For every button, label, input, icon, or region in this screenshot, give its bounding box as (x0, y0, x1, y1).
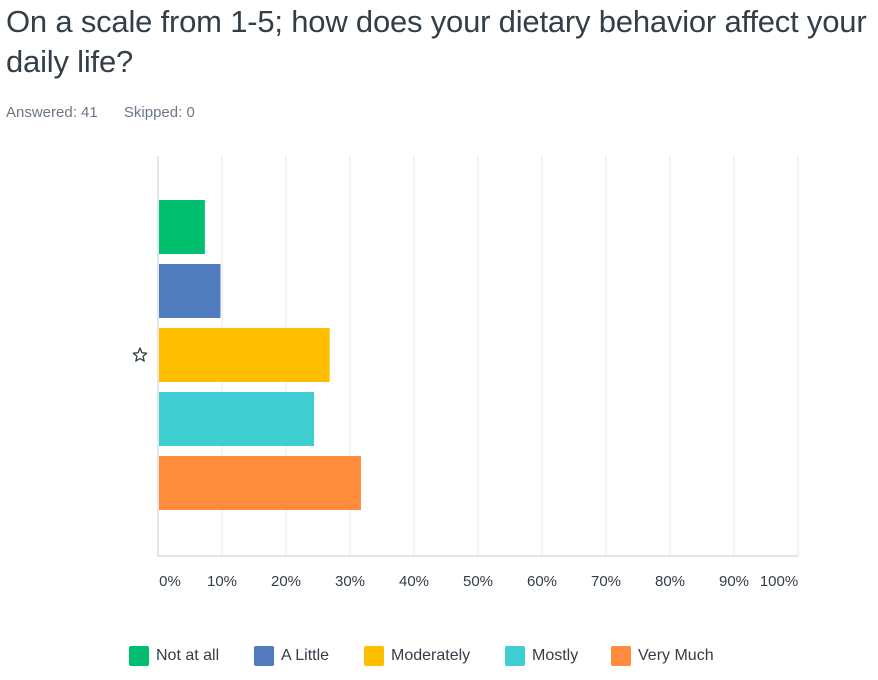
answered-count: Answered: 41 (6, 104, 98, 121)
legend-swatch (129, 646, 149, 666)
skipped-count: Skipped: 0 (123, 104, 195, 121)
legend-swatch (364, 646, 384, 666)
legend-swatch (611, 646, 631, 666)
x-tick-label: 90% (719, 573, 749, 590)
legend-label: A Little (281, 647, 330, 664)
legend-swatch (505, 646, 525, 666)
x-tick-label: 60% (527, 573, 557, 590)
x-tick-label: 80% (655, 573, 685, 590)
star-outline-icon (132, 347, 148, 362)
bar-not-at-all[interactable] (159, 200, 205, 254)
legend-item[interactable]: A Little (254, 646, 329, 666)
x-tick-label: 10% (207, 573, 237, 590)
bar-chart: 0% 10% 20% 30% 40% 50% 60% 70% 80% 90% 100% (132, 156, 799, 590)
bar-moderately[interactable] (159, 328, 330, 382)
x-tick-label: 50% (463, 573, 493, 590)
x-tick-label: 40% (399, 573, 429, 590)
legend-item[interactable]: Very Much (611, 646, 714, 666)
legend-label: Mostly (532, 647, 579, 664)
bar-mostly[interactable] (159, 392, 315, 446)
legend-label: Very Much (638, 647, 714, 664)
x-tick-label: 100% (760, 573, 798, 590)
bar-very-much[interactable] (159, 456, 361, 510)
legend-label: Moderately (391, 647, 471, 664)
legend-item[interactable]: Moderately (364, 646, 470, 666)
question-title: On a scale from 1-5; how does your dieta… (6, 4, 867, 79)
legend-item[interactable]: Mostly (505, 646, 578, 666)
x-tick-label: 70% (591, 573, 621, 590)
legend-label: Not at all (156, 647, 220, 664)
chart-bars (159, 200, 361, 510)
x-tick-label: 20% (271, 573, 301, 590)
legend-item[interactable]: Not at all (129, 646, 219, 666)
chart-tick-labels: 0% 10% 20% 30% 40% 50% 60% 70% 80% 90% 100% (159, 573, 798, 590)
x-tick-label: 0% (159, 573, 181, 590)
chart-legend: Not at all A Little Moderately Mostly Very M… (0, 646, 878, 672)
response-stats: Answered: 41 Skipped: 0 (6, 104, 217, 121)
legend-swatch (254, 646, 274, 666)
x-tick-label: 30% (335, 573, 365, 590)
bar-a-little[interactable] (159, 264, 221, 318)
